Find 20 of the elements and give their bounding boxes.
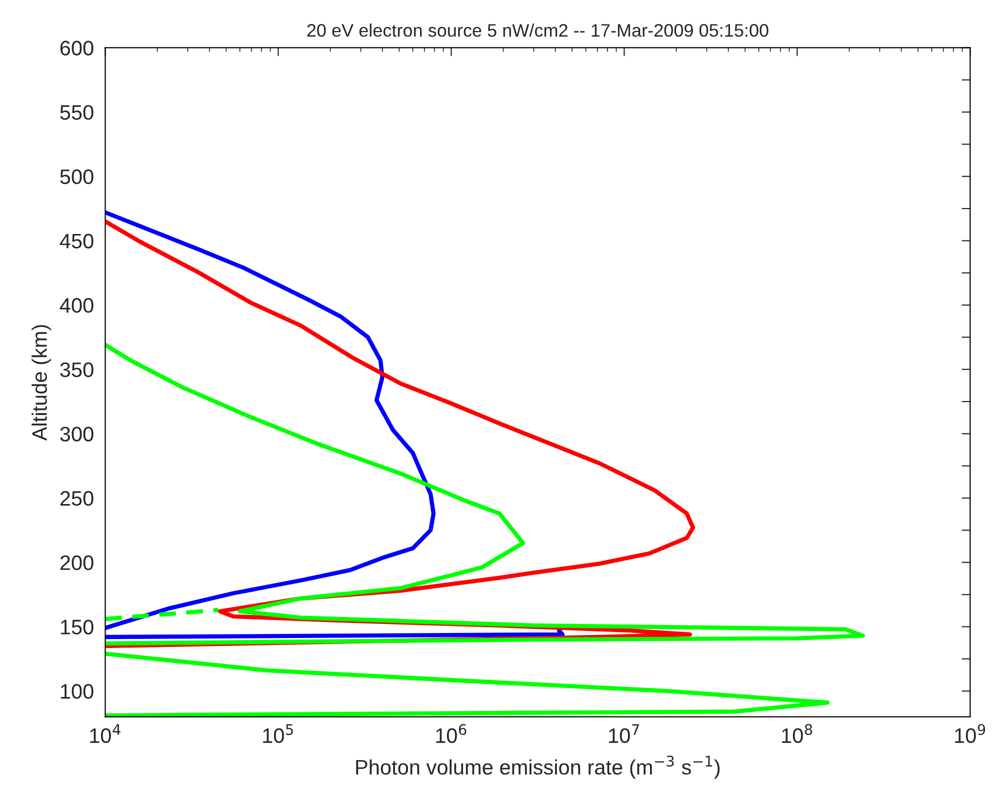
y-tick-label: 600 [60, 40, 94, 56]
y-axis-title: Altitude (km) [32, 325, 52, 441]
x-tick-label: 10$^{9}$ [955, 724, 986, 744]
y-tick-label: 200 [60, 555, 94, 570]
x-tick-label: 10$^{5}$ [263, 724, 293, 744]
x-tick-label: 10$^{6}$ [436, 724, 466, 744]
x-axis-title: Photon volume emission rate (m$^{−3}$ s$^{−1}$) [356, 756, 720, 779]
y-tick-label: 100 [60, 684, 94, 699]
y-tick-label: 250 [60, 491, 94, 506]
y-tick-label: 550 [60, 105, 94, 120]
x-tick-label: 10$^{4}$ [90, 724, 120, 744]
y-tick-label: 150 [60, 620, 94, 634]
y-tick-label: 400 [60, 298, 94, 313]
y-tick-label: 350 [60, 362, 94, 378]
x-tick-label: 10$^{7}$ [609, 724, 639, 744]
chart-title: 20 eV electron source 5 nW/cm2 -- 17-Mar-2009 05:15:00 [307, 24, 768, 37]
x-tick-label: 10$^{8}$ [782, 724, 812, 744]
y-tick-label: 300 [60, 426, 94, 442]
y-tick-label: 450 [60, 234, 94, 248]
y-tick-label: 500 [60, 169, 94, 184]
